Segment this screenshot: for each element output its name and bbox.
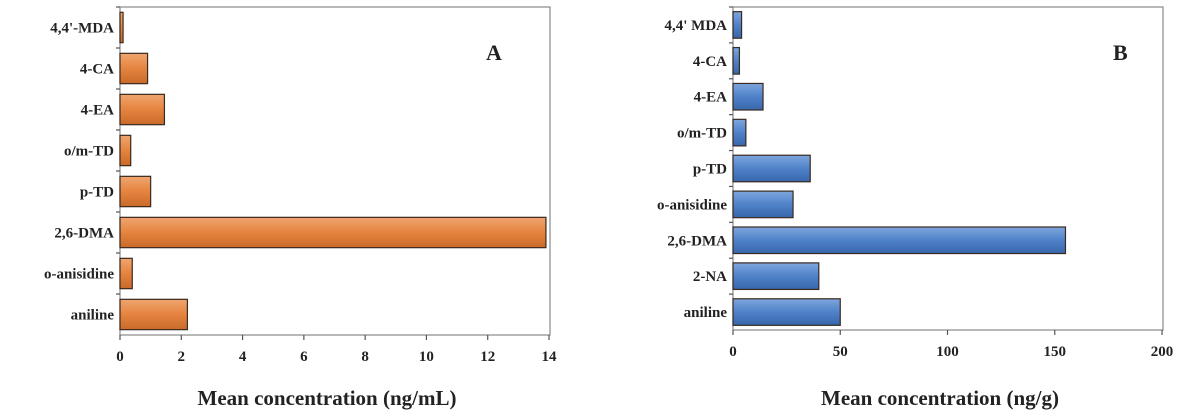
bar: [732, 262, 820, 291]
bar: [119, 175, 152, 208]
panel-a: 4,4'-MDA 4-CA 4-EA o/m-TD p-TD 2,6-DMA o-anisi…: [44, 6, 557, 410]
x-tick-label: 0: [729, 344, 737, 360]
bar: [732, 190, 794, 219]
category-label: 2,6-DMA: [54, 226, 114, 242]
category-label: aniline: [71, 308, 115, 324]
x-tick-label: 50: [833, 344, 848, 360]
bars-b: [732, 11, 1067, 326]
category-labels-b: 4,4' MDA 4-CA 4-EA o/m-TD p-TD o-anisidine 2,6…: [657, 6, 733, 321]
category-label: p-TD: [80, 185, 114, 201]
category-label: 4-EA: [81, 103, 115, 119]
bar: [119, 257, 133, 290]
bar: [119, 134, 132, 167]
x-tick-label: 100: [936, 344, 959, 360]
x-axis-title-b: Mean concentration (ng/g): [821, 386, 1059, 410]
x-tick-label: 14: [542, 349, 558, 365]
x-axis-title-a: Mean concentration (ng/mL): [198, 386, 457, 410]
bar: [732, 226, 1067, 255]
category-label: 4-CA: [693, 54, 727, 70]
x-ticks-b: 0 50 100 150 200: [729, 330, 1173, 360]
bar: [732, 298, 841, 326]
x-tick-label: 6: [300, 349, 308, 365]
bars-a: [119, 11, 547, 331]
x-tick-label: 200: [1151, 344, 1174, 360]
category-label: 4,4'-MDA: [50, 21, 114, 37]
x-ticks-a: 0 2 4 6 8 10 12 14: [116, 335, 557, 365]
x-tick-label: 4: [239, 349, 247, 365]
category-label: o/m-TD: [677, 126, 727, 142]
category-label: 4,4' MDA: [665, 18, 728, 34]
bar: [732, 11, 743, 39]
bar: [732, 82, 764, 111]
x-tick-label: 0: [116, 349, 124, 365]
bar: [119, 11, 124, 44]
bar: [119, 93, 166, 126]
x-tick-label: 10: [419, 349, 434, 365]
category-label: o-anisidine: [44, 267, 114, 283]
category-label: o-anisidine: [657, 197, 727, 213]
category-label: p-TD: [693, 162, 727, 178]
panel-label-b: B: [1113, 40, 1128, 65]
bar: [119, 298, 189, 331]
bar: [119, 216, 547, 249]
x-tick-label: 150: [1044, 344, 1067, 360]
category-label: 2-NA: [693, 269, 727, 285]
category-label: aniline: [684, 305, 728, 321]
plot-frame-a: [119, 6, 551, 336]
category-label: o/m-TD: [64, 144, 114, 160]
bar: [732, 46, 741, 75]
panel-label-a: A: [486, 40, 502, 65]
category-label: 4-CA: [80, 62, 114, 78]
bar: [119, 52, 149, 85]
x-tick-label: 12: [480, 349, 495, 365]
x-tick-label: 2: [178, 349, 186, 365]
bar: [732, 118, 747, 147]
bar: [732, 154, 811, 183]
panel-b: 4,4' MDA 4-CA 4-EA o/m-TD p-TD o-anisidine 2,6…: [657, 6, 1173, 410]
x-tick-label: 8: [361, 349, 369, 365]
category-label: 2,6-DMA: [667, 233, 727, 249]
category-label: 4-EA: [694, 90, 728, 106]
category-labels-a: 4,4'-MDA 4-CA 4-EA o/m-TD p-TD 2,6-DMA o-anisi…: [44, 6, 120, 324]
